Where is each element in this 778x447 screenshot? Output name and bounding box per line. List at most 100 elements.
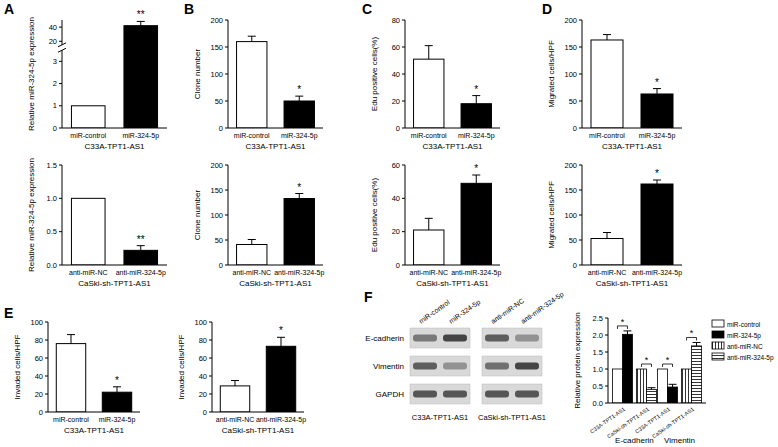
y-tick-label: 0 bbox=[396, 124, 400, 133]
y-tick bbox=[59, 41, 62, 42]
error-line bbox=[696, 342, 697, 345]
chart: 020406080Edu positive cells(%)miR-contro… bbox=[370, 16, 500, 152]
significance: * bbox=[474, 163, 478, 174]
error-bar bbox=[295, 194, 303, 199]
error-line bbox=[428, 218, 429, 230]
y-tick bbox=[579, 128, 582, 129]
y-tick-label: 0.0 bbox=[593, 399, 603, 408]
bar bbox=[124, 26, 158, 128]
error-cap bbox=[295, 193, 303, 194]
significance: * bbox=[645, 355, 649, 365]
error-line bbox=[607, 35, 608, 40]
error-bar bbox=[277, 337, 285, 346]
y-axis bbox=[212, 322, 213, 412]
error-line bbox=[235, 381, 236, 386]
cell-line-label: C33A-TPT1-AS1 bbox=[412, 413, 468, 422]
y-tick bbox=[402, 265, 405, 266]
y-tick bbox=[59, 27, 62, 28]
lane-label: miR-324-5p bbox=[448, 298, 483, 326]
y-tick-label: 2.0 bbox=[593, 331, 603, 340]
blot-membrane bbox=[410, 356, 470, 376]
error-bar bbox=[425, 46, 433, 60]
y-tick-label: 60 bbox=[392, 43, 400, 52]
y-tick bbox=[579, 190, 582, 191]
y-tick-label: 40 bbox=[35, 372, 43, 381]
error-bar bbox=[295, 96, 303, 101]
y-tick bbox=[579, 240, 582, 241]
y-tick bbox=[209, 394, 212, 395]
y-tick bbox=[605, 352, 608, 353]
error-bar bbox=[603, 35, 611, 40]
error-cap bbox=[113, 386, 121, 387]
western-blot: miR-controlmiR-324-5panti-miR-NCanti-miR… bbox=[365, 290, 565, 422]
error-cap bbox=[647, 387, 655, 388]
y-tick-label: 200 bbox=[564, 161, 577, 170]
y-tick bbox=[579, 47, 582, 48]
y-tick bbox=[59, 165, 62, 166]
bar bbox=[102, 392, 131, 412]
chart: 020406080100Invaded cells/HPFmiR-control… bbox=[13, 318, 140, 436]
y-tick-label: 150 bbox=[210, 43, 223, 52]
axis-break bbox=[58, 43, 66, 47]
protein-label: E-cadherin bbox=[365, 334, 404, 343]
error-bar bbox=[603, 233, 611, 239]
panel-label: B bbox=[184, 1, 194, 17]
group-sublabel: CaSki-sh-TPT1-AS1 bbox=[651, 406, 695, 439]
y-axis-label: Invaded cells/HPF bbox=[177, 334, 186, 399]
x-axis bbox=[62, 265, 167, 266]
error-bar bbox=[653, 89, 661, 94]
category-label: anti-miR-324-5p bbox=[451, 269, 501, 277]
error-line bbox=[657, 180, 658, 184]
chart: 020406080100Invaded cells/HPFanti-miR-NC… bbox=[177, 318, 306, 436]
error-cap bbox=[248, 36, 256, 37]
error-line bbox=[117, 387, 118, 392]
bar bbox=[622, 334, 632, 403]
significance: * bbox=[690, 328, 694, 338]
y-tick-label: 20 bbox=[392, 227, 400, 236]
category-label: miR-324-5p bbox=[639, 132, 676, 140]
x-axis bbox=[62, 128, 167, 129]
y-tick-label: 0 bbox=[573, 124, 577, 133]
category-label: miR-control bbox=[411, 132, 447, 139]
category-label: miR-control bbox=[589, 132, 625, 139]
bar bbox=[284, 199, 314, 266]
x-axis bbox=[608, 403, 706, 404]
lane-label: anti-miR-324-5p bbox=[520, 290, 566, 325]
y-tick bbox=[59, 83, 62, 84]
error-bar bbox=[669, 384, 677, 387]
panel-label: D bbox=[542, 1, 552, 17]
blot-band bbox=[413, 391, 437, 398]
y-tick-label: 100 bbox=[30, 318, 43, 327]
bar bbox=[461, 104, 491, 128]
x-axis-label: CaSki-sh-TPT1-AS1 bbox=[239, 279, 312, 288]
y-tick-label: 40 bbox=[49, 23, 57, 32]
marks bbox=[612, 331, 701, 403]
y-tick bbox=[59, 231, 62, 232]
y-axis bbox=[62, 165, 63, 265]
y-tick-label: 50 bbox=[215, 97, 223, 106]
protein-label: Vimentin bbox=[373, 362, 404, 371]
error-cap bbox=[277, 337, 285, 338]
error-bar bbox=[472, 96, 480, 104]
error-cap bbox=[425, 45, 433, 46]
blot-band bbox=[515, 335, 539, 342]
chart: 0.00.51.01.5Relative miR-324-5p expressi… bbox=[27, 158, 167, 288]
x-axis-label: C33A-TPT1-AS1 bbox=[602, 142, 663, 151]
y-tick-label: 200 bbox=[564, 16, 577, 25]
error-line bbox=[657, 89, 658, 94]
y-tick bbox=[402, 128, 405, 129]
category-label: miR-control bbox=[234, 132, 270, 139]
error-bar bbox=[248, 240, 256, 245]
x-axis-label: CaSki-sh-TPT1-AS1 bbox=[222, 426, 295, 435]
y-tick-label: 20 bbox=[35, 390, 43, 399]
cell-line-label: CaSki-sh-TPT1-AS1 bbox=[478, 413, 546, 422]
y-tick-label: 100 bbox=[210, 211, 223, 220]
category-label: anti-miR-324-5p bbox=[632, 269, 682, 277]
y-tick-label: 20 bbox=[49, 37, 57, 46]
y-tick-label: 1 bbox=[53, 101, 57, 110]
legend-swatch bbox=[712, 331, 724, 338]
significance: * bbox=[474, 84, 478, 95]
error-bar bbox=[653, 180, 661, 184]
y-tick-label: 2 bbox=[53, 79, 57, 88]
blot-membrane bbox=[410, 328, 470, 348]
